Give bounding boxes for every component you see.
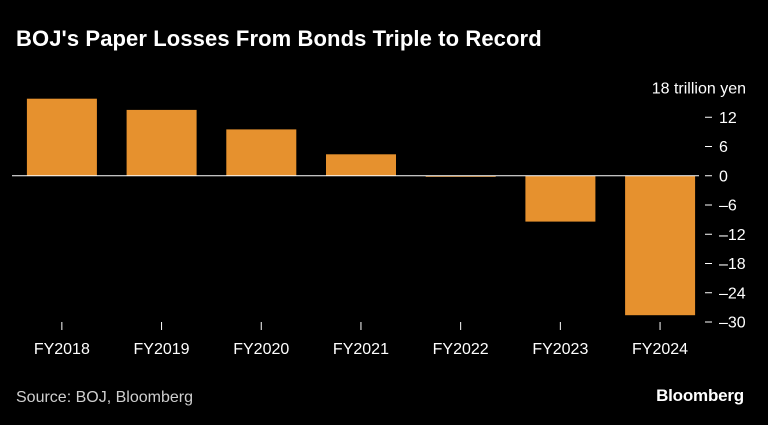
bar-FY2024 [625,175,696,316]
bar-FY2020 [226,129,297,176]
y-tick-label: –6 [719,198,737,215]
x-axis: FY2018 FY2019 FY2020 FY2021 FY2022 FY2023 FY20… [34,322,688,358]
x-tick-label: FY2018 [34,341,90,358]
source-note: Source: BOJ, Bloomberg [16,389,193,406]
y-tick-label: 12 [719,110,737,127]
y-tick-label: 6 [719,139,728,156]
bar-FY2023 [525,175,596,222]
y-tick-label: 0 [719,168,728,185]
y-tick-label: –18 [719,256,746,273]
x-tick-label: FY2021 [333,341,389,358]
bar-FY2018 [26,98,97,176]
y-tick-label: –12 [719,227,746,244]
y-axis: 18 trillion yen 12 6 0 –6 –12 –18 –24 –30 [652,81,746,332]
x-tick-label: FY2023 [532,341,588,358]
chart-title: BOJ's Paper Losses From Bonds Triple to … [16,26,542,51]
x-tick-label: FY2019 [134,341,190,358]
x-tick-label: FY2020 [233,341,289,358]
bar-FY2021 [326,154,396,176]
y-tick-label: –30 [719,315,746,332]
y-tick-label: 18 trillion yen [652,81,746,98]
bar-FY2019 [126,109,197,176]
bloomberg-logo: Bloomberg [656,386,744,405]
bars-group [26,98,696,316]
x-tick-label: FY2022 [433,341,489,358]
bar-FY2022 [425,175,496,177]
y-tick-label: –24 [719,285,746,302]
x-tick-label: FY2024 [632,341,688,358]
